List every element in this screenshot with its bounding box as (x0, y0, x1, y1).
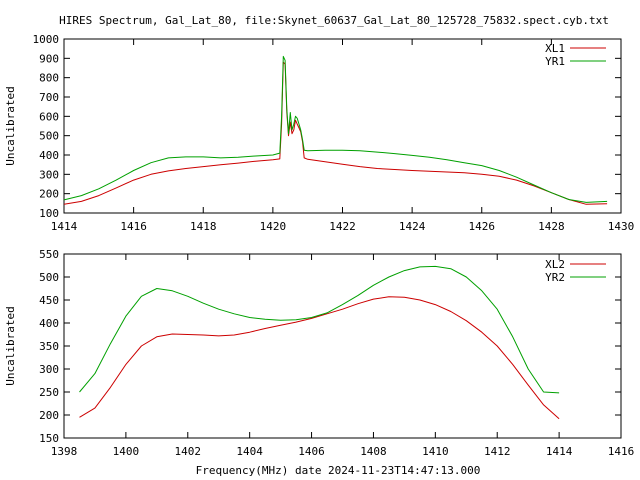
x-tick-label: 1410 (422, 445, 449, 458)
x-tick-label: 1406 (298, 445, 325, 458)
series-line-yr2 (79, 265, 560, 394)
series-line-yr1 (63, 55, 608, 203)
x-axis-label: Frequency(MHz) date 2024-11-23T14:47:13.… (196, 464, 481, 477)
y-tick-label: 250 (39, 386, 59, 399)
x-tick-label: 1402 (175, 445, 202, 458)
y-tick-label: 550 (39, 248, 59, 261)
legend-label-yr1: YR1 (545, 55, 565, 68)
x-tick-label: 1400 (113, 445, 140, 458)
legend: XL1 YR1 (545, 42, 606, 68)
x-tick-label: 1398 (51, 445, 78, 458)
y-tick-label: 300 (39, 363, 59, 376)
chart-title: HIRES Spectrum, Gal_Lat_80, file:Skynet_… (59, 14, 609, 27)
x-tick-label: 1408 (360, 445, 387, 458)
y-tick-label: 600 (39, 110, 59, 123)
x-tick-label: 1428 (538, 220, 565, 233)
y-tick-label: 1000 (33, 33, 60, 46)
y-tick-label: 100 (39, 207, 59, 220)
x-tick-label: 1404 (236, 445, 263, 458)
y-tick-label: 500 (39, 271, 59, 284)
y-tick-label: 500 (39, 130, 59, 143)
y-tick-label: 700 (39, 91, 59, 104)
x-tick-label: 1426 (469, 220, 496, 233)
y-tick-label: 450 (39, 294, 59, 307)
y-tick-label: 150 (39, 432, 59, 445)
y-tick-label: 350 (39, 340, 59, 353)
series-line-xl1 (63, 61, 608, 205)
plot-frame (63, 253, 622, 439)
y-tick-label: 400 (39, 149, 59, 162)
x-tick-label: 1424 (399, 220, 426, 233)
x-tick-label: 1422 (329, 220, 356, 233)
y-tick-label: 400 (39, 317, 59, 330)
y-tick-label: 800 (39, 72, 59, 85)
bottom-spectrum-panel: Uncalibrated XL2 YR2 1398 1400 1402 1404 140… (4, 248, 634, 458)
y-tick-label: 900 (39, 52, 59, 65)
top-spectrum-panel: Uncalibrated XL1 YR1 1414 1416 1418 1420 142… (4, 33, 634, 233)
legend-label-yr2: YR2 (545, 271, 565, 284)
x-tick-label: 1416 (120, 220, 147, 233)
x-tick-label: 1418 (190, 220, 217, 233)
legend-label-xl2: XL2 (545, 258, 565, 271)
y-tick-label: 200 (39, 188, 59, 201)
series-line-xl2 (79, 296, 560, 420)
x-tick-label: 1414 (546, 445, 573, 458)
x-tick-label: 1412 (484, 445, 511, 458)
x-tick-label: 1420 (260, 220, 287, 233)
legend: XL2 YR2 (545, 258, 606, 284)
x-tick-label: 1414 (51, 220, 78, 233)
y-tick-label: 300 (39, 168, 59, 181)
legend-label-xl1: XL1 (545, 42, 565, 55)
y-axis-label: Uncalibrated (4, 86, 17, 165)
y-axis-label: Uncalibrated (4, 306, 17, 385)
x-tick-label: 1430 (608, 220, 635, 233)
x-tick-label: 1416 (608, 445, 635, 458)
y-tick-label: 200 (39, 409, 59, 422)
